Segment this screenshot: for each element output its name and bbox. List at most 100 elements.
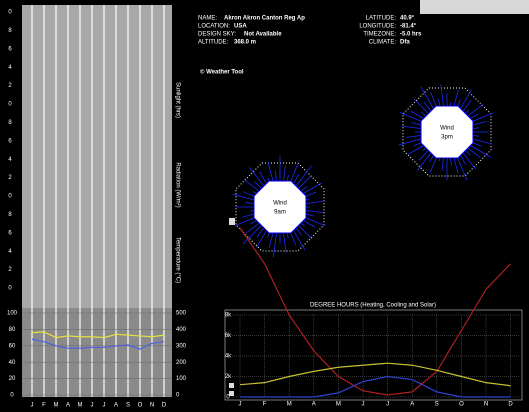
marker — [229, 391, 234, 396]
month-label: S — [126, 403, 130, 409]
marker — [229, 383, 234, 388]
axis-title: Temperature (°C) — [174, 237, 180, 283]
y-tick-label: 0 — [226, 395, 230, 401]
rose-spike — [420, 111, 427, 117]
y2-tick-label: 400 — [176, 327, 187, 333]
rose-spike — [245, 222, 260, 234]
month-label: J — [103, 403, 106, 409]
y-tick-label: 4k — [225, 354, 232, 360]
rose-spike — [469, 144, 492, 158]
month-label: N — [150, 403, 154, 409]
axis-title: Radiation (W/m²) — [174, 162, 180, 207]
rose-spike — [467, 104, 483, 117]
month-label: A — [312, 402, 316, 408]
rose-spike — [268, 232, 274, 248]
rose-spike — [416, 152, 432, 172]
upper-tick-label: 6 — [8, 46, 12, 52]
degree-hours-frame — [224, 309, 523, 401]
rose-spike — [441, 157, 445, 171]
rose-spike — [459, 89, 472, 110]
info-label: DESIGN SKY: — [198, 32, 236, 38]
month-label: A — [410, 402, 414, 408]
rose-spike — [259, 171, 268, 185]
y-tick-label: 2k — [225, 374, 232, 380]
rose-spike — [467, 147, 481, 158]
rose-spike — [440, 84, 445, 107]
y-tick-label: 40 — [9, 360, 16, 366]
y2-tick-label: 100 — [176, 376, 187, 382]
month-label: M — [336, 402, 341, 408]
month-label: D — [162, 403, 167, 409]
rose-spike — [295, 227, 303, 236]
rose-spike — [406, 134, 422, 138]
month-label: J — [386, 402, 389, 408]
month-label: S — [435, 402, 439, 408]
rose-spike — [472, 127, 479, 130]
rose-spike — [292, 173, 300, 185]
info-value: Akron Akron Canton Reg Ap — [224, 16, 305, 22]
rose-spike — [462, 100, 472, 112]
degree-hours-line — [240, 375, 511, 398]
rose-spike — [401, 125, 422, 130]
rose-spike — [453, 157, 459, 174]
rose-title: Wind — [440, 126, 454, 132]
rose-spike — [274, 170, 278, 182]
upper-tick-label: 0 — [8, 194, 12, 200]
rose-spike — [300, 185, 308, 192]
info-label: CLIMATE: — [369, 40, 397, 46]
rose-spike — [411, 122, 422, 126]
rose-spike — [470, 112, 494, 123]
month-label: J — [239, 402, 242, 408]
degree-hours-line — [239, 227, 512, 396]
y-tick-label: 8k — [225, 313, 232, 319]
rose-spike — [305, 209, 324, 214]
rose-spike — [462, 152, 476, 170]
rose-spike — [295, 165, 312, 187]
rose-spike — [256, 227, 265, 238]
upper-tick-label: 2 — [8, 83, 12, 89]
y-tick-label: 6k — [225, 333, 232, 339]
rose-spike — [407, 144, 425, 155]
rose-spike — [472, 138, 492, 145]
info-label: ALTITUDE: — [198, 40, 229, 46]
rose-spike — [272, 232, 278, 258]
info-value: -5.0 hrs — [400, 32, 422, 38]
corner-panel — [420, 0, 529, 14]
rose-spike — [418, 150, 429, 161]
rose-spike — [472, 121, 487, 126]
info-value: USA — [234, 24, 247, 30]
upper-tick-label: 8 — [8, 28, 12, 34]
info-value: Dfa — [400, 40, 410, 46]
wind-rose: Wind 3pm — [398, 84, 494, 181]
month-label: D — [508, 402, 513, 408]
month-label: O — [138, 403, 143, 409]
rose-spike — [465, 109, 470, 114]
y2-tick-label: 200 — [176, 360, 187, 366]
info-label: LATITUDE: — [366, 16, 397, 22]
rose-spike — [459, 154, 467, 166]
upper-tick-label: 8 — [8, 212, 12, 218]
degree-hours-title: DEGREE HOURS (Heating, Cooling and Solar… — [310, 303, 436, 309]
rose-spike — [420, 86, 435, 110]
rose-spike — [298, 225, 313, 240]
month-label: A — [66, 403, 70, 409]
month-label: J — [91, 403, 94, 409]
rose-spike — [242, 213, 255, 218]
upper-tick-label: 8 — [8, 120, 12, 126]
month-label: J — [31, 403, 34, 409]
rose-outline — [402, 87, 492, 177]
rose-time: 3pm — [441, 135, 453, 141]
rose-spike — [289, 163, 299, 184]
degree-hours-line — [239, 362, 511, 387]
y-tick-label: 20 — [9, 376, 16, 382]
upper-tick-label: 6 — [8, 138, 12, 144]
month-label: A — [114, 403, 118, 409]
rose-spike — [232, 193, 255, 201]
rose-spike — [245, 202, 255, 205]
rose-spike — [303, 216, 326, 227]
month-label: M — [287, 402, 292, 408]
month-label: N — [484, 402, 488, 408]
rose-spike — [413, 98, 429, 114]
temperature-line — [31, 331, 165, 339]
